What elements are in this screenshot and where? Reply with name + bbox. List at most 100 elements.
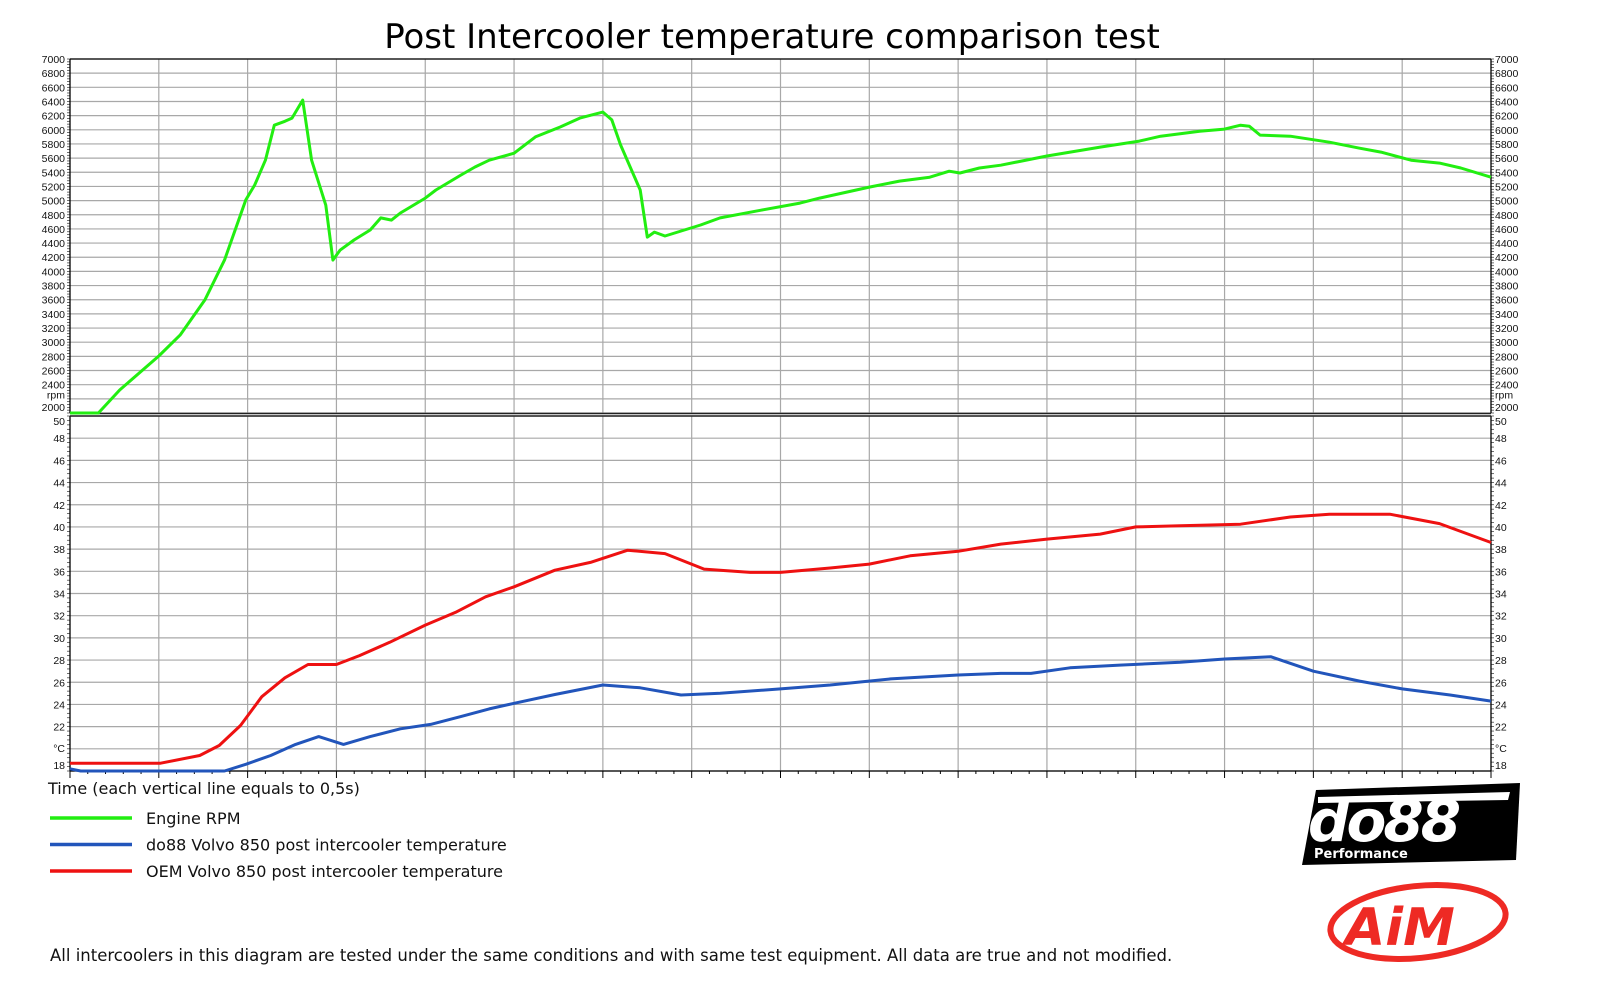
y-tick-label: 22	[53, 722, 65, 734]
y-tick-label-right: 3000	[1495, 337, 1519, 349]
y-tick-label: 6600	[42, 82, 66, 94]
y-tick-label-right: 4600	[1495, 224, 1519, 236]
axes: 2000 2000 2400 2400 2600 2600 2800 2800 3000 3000…	[42, 54, 1519, 778]
y-tick-label: 4600	[42, 224, 66, 236]
y-tick-label: 4000	[42, 266, 66, 278]
series-line	[70, 98, 1492, 415]
y-tick-label: 2400	[42, 380, 66, 392]
y-tick-label-right: 28	[1495, 655, 1507, 667]
y-tick-label: 24	[53, 699, 65, 711]
y-tick-label-right: 38	[1495, 544, 1507, 556]
y-tick-label: 4800	[42, 210, 66, 222]
y-tick-label: 26	[53, 677, 65, 689]
y-unit-label-right: °C	[1495, 743, 1507, 755]
y-tick-label: 32	[53, 611, 65, 623]
y-tick-label: 6000	[42, 125, 66, 137]
x-axis-label: Time (each vertical line equals to 0,5s)	[47, 779, 360, 798]
y-tick-label-right: 5800	[1495, 139, 1519, 151]
y-tick-label: 5600	[42, 153, 66, 165]
y-tick-label: 5800	[42, 139, 66, 151]
y-tick-label-right: 18	[1495, 760, 1507, 772]
y-tick-label-right: 22	[1495, 722, 1507, 734]
y-tick-label-right: 5400	[1495, 167, 1519, 179]
aim-logo-text: AiM	[1341, 898, 1455, 958]
grid	[70, 58, 1491, 772]
y-unit-label: rpm	[47, 389, 65, 401]
y-tick-label: 3200	[42, 323, 66, 335]
y-tick-label: 4400	[42, 238, 66, 250]
y-tick-label: 3400	[42, 309, 66, 321]
y-tick-label: 34	[53, 589, 65, 601]
y-tick-label: 3000	[42, 337, 66, 349]
legend-label: do88 Volvo 850 post intercooler temperat…	[146, 836, 507, 855]
y-tick-label: 40	[53, 522, 65, 534]
y-tick-label-right: 2400	[1495, 380, 1519, 392]
y-tick-label-right: 4800	[1495, 210, 1519, 222]
do88-logo-subtext: Performance	[1314, 847, 1408, 862]
y-tick-label: 28	[53, 655, 65, 667]
y-tick-label: 6200	[42, 111, 66, 123]
y-tick-label-right: 48	[1495, 433, 1507, 445]
y-tick-label: 6400	[42, 96, 66, 108]
y-tick-label: 44	[53, 478, 65, 490]
y-tick-label: 7000	[42, 54, 66, 66]
footer-note: All intercoolers in this diagram are tes…	[50, 946, 1172, 965]
y-tick-label-right: 6200	[1495, 111, 1519, 123]
y-tick-label: 3600	[42, 295, 66, 307]
y-unit-label: °C	[53, 743, 65, 755]
y-tick-label: 5000	[42, 196, 66, 208]
y-tick-label: 5400	[42, 167, 66, 179]
y-unit-label-right: rpm	[1495, 389, 1513, 401]
y-tick-label: 2600	[42, 366, 66, 378]
y-tick-label-right: 24	[1495, 699, 1507, 711]
y-tick-label-right: 36	[1495, 566, 1507, 578]
y-tick-label-right: 6600	[1495, 82, 1519, 94]
y-tick-label-right: 42	[1495, 500, 1507, 512]
y-tick-label-right: 32	[1495, 611, 1507, 623]
y-tick-label: 46	[53, 455, 65, 467]
y-tick-label-right: 26	[1495, 677, 1507, 689]
y-tick-label: 18	[53, 760, 65, 772]
y-tick-label: 38	[53, 544, 65, 556]
do88-logo: do88 Performance	[1302, 783, 1520, 865]
y-tick-label-right: 3400	[1495, 309, 1519, 321]
y-tick-label-right: 44	[1495, 478, 1507, 490]
y-tick-label-right: 4000	[1495, 266, 1519, 278]
y-tick-label: 48	[53, 433, 65, 445]
legend: Engine RPM do88 Volvo 850 post intercoole…	[50, 809, 507, 881]
do88-logo-text: do88	[1308, 787, 1460, 855]
y-tick-label: 2000	[42, 402, 66, 414]
y-tick-label: 5200	[42, 181, 66, 193]
y-tick-label-right: 3800	[1495, 281, 1519, 293]
y-tick-label-right: 4200	[1495, 252, 1519, 264]
y-tick-label: 6800	[42, 68, 66, 80]
chart-title: Post Intercooler temperature comparison …	[384, 17, 1160, 57]
y-tick-label-right: 50	[1495, 416, 1507, 428]
y-tick-label-right: 5000	[1495, 196, 1519, 208]
legend-label: OEM Volvo 850 post intercooler temperatu…	[146, 862, 503, 881]
y-tick-label-right: 7000	[1495, 54, 1519, 66]
y-tick-label-right: 3600	[1495, 295, 1519, 307]
y-tick-label-right: 6800	[1495, 68, 1519, 80]
y-tick-label: 42	[53, 500, 65, 512]
y-tick-label-right: 40	[1495, 522, 1507, 534]
y-tick-label-right: 4400	[1495, 238, 1519, 250]
y-tick-label-right: 6400	[1495, 96, 1519, 108]
y-tick-label-right: 5600	[1495, 153, 1519, 165]
legend-label: Engine RPM	[146, 809, 241, 828]
y-tick-label-right: 2000	[1495, 402, 1519, 414]
series-line	[70, 512, 1492, 765]
y-tick-label-right: 5200	[1495, 181, 1519, 193]
y-tick-label-right: 2600	[1495, 366, 1519, 378]
y-tick-label-right: 6000	[1495, 125, 1519, 137]
y-tick-label: 36	[53, 566, 65, 578]
y-tick-label: 2800	[42, 351, 66, 363]
y-tick-label: 4200	[42, 252, 66, 264]
aim-logo: AiM	[1327, 882, 1509, 962]
y-tick-label: 3800	[42, 281, 66, 293]
y-tick-label-right: 3200	[1495, 323, 1519, 335]
series-lines	[69, 98, 1492, 773]
y-tick-label: 50	[53, 416, 65, 428]
y-tick-label: 30	[53, 633, 65, 645]
